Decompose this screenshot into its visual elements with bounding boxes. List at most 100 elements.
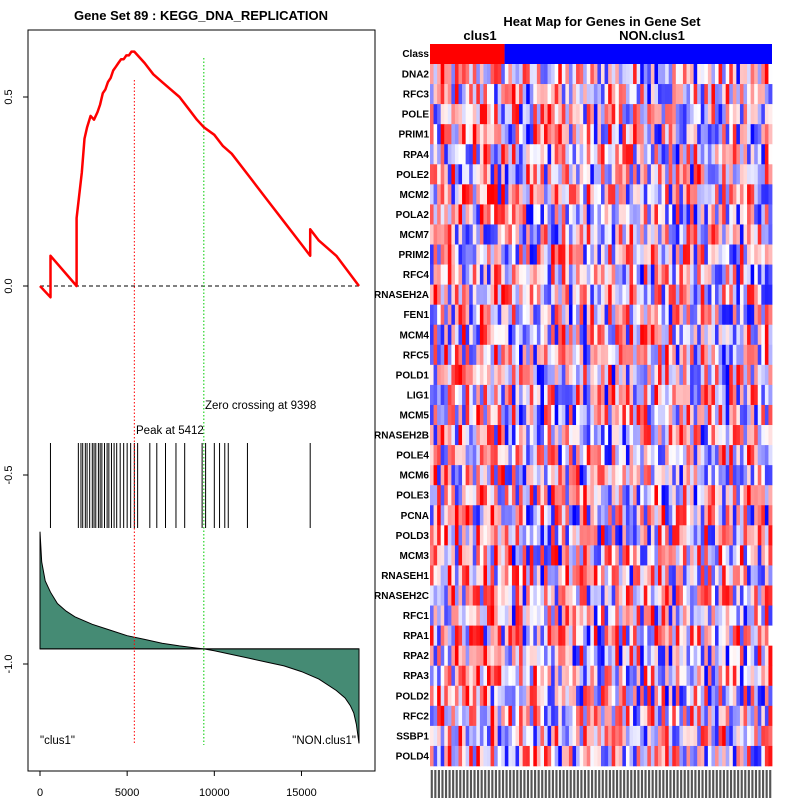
heat-cell-19-5 (447, 445, 452, 466)
heat-cell-34-88 (743, 745, 748, 767)
heat-cell-4-55 (625, 144, 630, 165)
heat-cell-28-4 (444, 625, 449, 646)
heat-cell-18-37 (561, 425, 566, 446)
heat-cell-14-57 (633, 344, 638, 366)
heat-cell-32-47 (597, 705, 602, 727)
heat-cell-26-14 (479, 585, 484, 606)
heat-cell-3-7 (454, 124, 459, 145)
heat-cell-11-64 (658, 284, 662, 305)
right-class-label: "NON.clus1" (292, 735, 356, 747)
heat-cell-1-87 (739, 84, 744, 105)
heat-cell-18-41 (576, 425, 581, 446)
heat-cell-15-18 (494, 364, 499, 386)
heat-cell-28-89 (747, 625, 752, 646)
heat-cell-28-53 (618, 625, 623, 646)
heat-cell-16-65 (661, 384, 666, 406)
heat-cell-13-17 (490, 324, 495, 346)
heat-cell-1-25 (519, 84, 524, 105)
heat-cell-1-76 (700, 84, 705, 105)
heat-cell-27-93 (761, 605, 766, 626)
heat-cell-30-19 (497, 665, 502, 687)
heat-cell-21-39 (568, 485, 573, 506)
heat-cell-4-12 (472, 144, 477, 165)
heat-cell-27-92 (757, 605, 762, 626)
heat-cell-1-0 (430, 84, 434, 105)
heat-cell-2-51 (611, 104, 616, 125)
heat-cell-9-28 (529, 244, 534, 265)
heat-cell-15-0 (430, 364, 434, 386)
heat-cell-7-81 (718, 204, 723, 225)
heat-cell-20-19 (497, 465, 502, 486)
heat-cell-0-80 (715, 64, 719, 85)
heat-cell-0-49 (604, 64, 609, 85)
heat-cell-6-8 (458, 184, 463, 205)
heat-cell-10-64 (658, 264, 662, 285)
heat-cell-19-17 (490, 445, 495, 466)
heat-cell-2-42 (579, 104, 584, 125)
heat-cell-1-10 (465, 84, 470, 105)
heat-cell-1-20 (501, 84, 506, 105)
heat-cell-7-34 (551, 204, 556, 225)
heat-cell-4-88 (743, 144, 748, 165)
heat-cell-12-48 (601, 304, 605, 326)
heat-cell-30-35 (554, 665, 559, 687)
heat-cell-4-70 (679, 144, 684, 165)
heat-cell-11-48 (601, 284, 605, 305)
class-bar (430, 44, 772, 64)
heat-cell-16-2 (437, 384, 442, 406)
heat-cell-18-18 (494, 425, 499, 446)
heat-cell-1-91 (754, 84, 759, 105)
heat-cell-1-28 (529, 84, 534, 105)
heat-cell-7-65 (661, 204, 666, 225)
heat-cell-30-68 (672, 665, 677, 687)
sample-label-mark-25 (519, 770, 522, 798)
heat-cell-31-0 (430, 685, 434, 707)
heat-cell-25-13 (476, 565, 481, 586)
heat-cell-22-18 (494, 505, 499, 526)
heat-cell-0-50 (608, 64, 613, 85)
heat-cell-31-75 (697, 685, 702, 707)
sample-label-mark-40 (573, 770, 576, 798)
heat-cell-18-2 (437, 425, 442, 446)
heat-cell-31-6 (451, 685, 456, 707)
heat-cell-27-31 (540, 605, 545, 626)
heat-cell-25-63 (654, 565, 659, 586)
heat-cell-3-56 (629, 124, 634, 145)
heat-cell-30-7 (454, 665, 459, 687)
heat-cell-29-2 (437, 645, 442, 667)
heat-cell-30-66 (665, 665, 670, 687)
heat-cell-1-42 (579, 84, 584, 105)
heat-cell-16-38 (565, 384, 570, 406)
heat-cell-25-91 (754, 565, 759, 586)
heat-cell-18-36 (558, 425, 563, 446)
heat-cell-1-2 (437, 84, 442, 105)
heat-cell-24-86 (736, 545, 741, 566)
heat-cell-32-32 (544, 705, 548, 727)
heat-cell-32-50 (608, 705, 613, 727)
heat-cell-30-42 (579, 665, 584, 687)
heat-cell-25-41 (576, 565, 581, 586)
heat-cell-4-58 (636, 144, 641, 165)
heat-cell-30-74 (693, 665, 698, 687)
heat-cell-21-1 (433, 485, 438, 506)
heat-cell-4-39 (568, 144, 573, 165)
heat-cell-31-10 (465, 685, 470, 707)
heat-cell-26-13 (476, 585, 481, 606)
heat-cell-7-60 (643, 204, 648, 225)
heat-cell-1-49 (604, 84, 609, 105)
heat-cell-21-64 (658, 485, 662, 506)
heat-cell-3-64 (658, 124, 662, 145)
heat-cell-14-54 (622, 344, 627, 366)
heat-cell-28-46 (593, 625, 598, 646)
sample-label-mark-42 (580, 770, 583, 798)
heat-cell-7-40 (572, 204, 577, 225)
gene-label-pole: POLE (402, 110, 430, 121)
heat-cell-12-90 (750, 304, 755, 326)
heat-cell-24-84 (729, 545, 734, 566)
heat-cell-19-32 (544, 445, 548, 466)
sample-label-mark-64 (658, 770, 661, 798)
heat-cell-31-70 (679, 685, 684, 707)
heat-cell-7-87 (739, 204, 744, 225)
heat-cell-11-5 (447, 284, 452, 305)
heat-cell-8-70 (679, 224, 684, 245)
